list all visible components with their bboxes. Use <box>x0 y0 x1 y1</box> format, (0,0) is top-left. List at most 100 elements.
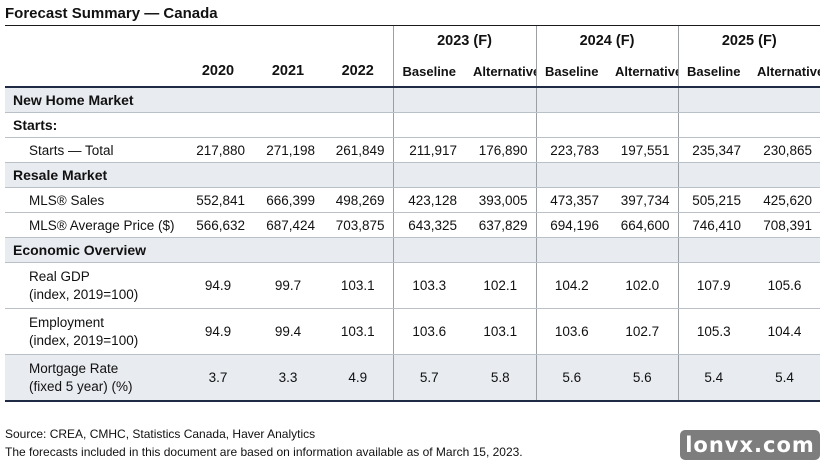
cell: 4.9 <box>323 354 393 402</box>
cell: 5.6 <box>607 354 678 402</box>
cell: 230,865 <box>749 137 820 163</box>
table-row-real-gdp: Real GDP (index, 2019=100) 94.9 99.7 103.… <box>5 262 820 309</box>
cell: 3.3 <box>253 354 323 402</box>
cell: 107.9 <box>677 262 749 309</box>
header-2025-baseline: Baseline <box>677 56 749 88</box>
cell: 271,198 <box>253 137 323 163</box>
cell: 423,128 <box>392 187 465 213</box>
cell: 666,399 <box>253 187 323 213</box>
section-label: Economic Overview <box>5 237 183 263</box>
subsection-starts: Starts: <box>5 112 820 138</box>
cell: 637,829 <box>465 212 536 238</box>
cell: 5.7 <box>392 354 465 402</box>
row-label-line2: (index, 2019=100) <box>29 286 139 302</box>
cell: 105.6 <box>749 262 820 309</box>
header-2020: 2020 <box>183 56 253 88</box>
row-label: Real GDP (index, 2019=100) <box>5 262 183 309</box>
section-new-home-market: New Home Market <box>5 87 820 113</box>
cell: 708,391 <box>749 212 820 238</box>
row-label-line1: Real GDP <box>29 268 90 284</box>
cell: 217,880 <box>183 137 253 163</box>
table-row-employment: Employment (index, 2019=100) 94.9 99.4 10… <box>5 308 820 355</box>
cell: 103.6 <box>535 308 607 355</box>
section-economic-overview: Economic Overview <box>5 237 820 263</box>
row-label: MLS® Sales <box>5 187 183 213</box>
row-label-line2: (fixed 5 year) (%) <box>29 378 133 394</box>
cell: 105.3 <box>677 308 749 355</box>
section-label: New Home Market <box>5 87 183 113</box>
header-2025-alternative: Alternative <box>749 56 820 88</box>
header-2023-baseline: Baseline <box>392 56 465 88</box>
cell: 103.1 <box>323 262 393 309</box>
table-row-mortgage-rate: Mortgage Rate (fixed 5 year) (%) 3.7 3.3 … <box>5 354 820 402</box>
section-resale-market: Resale Market <box>5 162 820 188</box>
cell: 3.7 <box>183 354 253 402</box>
cell: 197,551 <box>607 137 678 163</box>
header-2025: 2025 (F) <box>677 26 820 56</box>
cell: 211,917 <box>392 137 465 163</box>
cell: 425,620 <box>749 187 820 213</box>
cell: 235,347 <box>677 137 749 163</box>
cell: 5.4 <box>677 354 749 402</box>
header-2024-baseline: Baseline <box>535 56 607 88</box>
cell: 261,849 <box>323 137 393 163</box>
cell: 505,215 <box>677 187 749 213</box>
cell: 746,410 <box>677 212 749 238</box>
cell: 102.1 <box>465 262 536 309</box>
cell: 103.1 <box>323 308 393 355</box>
header-2023: 2023 (F) <box>392 26 536 56</box>
header-2023-alternative: Alternative <box>465 56 536 88</box>
watermark-badge: lonvx.com <box>680 430 820 460</box>
cell: 498,269 <box>323 187 393 213</box>
row-label-line1: Mortgage Rate <box>29 360 119 376</box>
header-2021: 2021 <box>253 56 323 88</box>
row-label: MLS® Average Price ($) <box>5 212 183 238</box>
cell: 104.4 <box>749 308 820 355</box>
table-row-mls-average-price: MLS® Average Price ($) 566,632 687,424 7… <box>5 212 820 238</box>
cell: 102.0 <box>607 262 678 309</box>
section-label: Starts: <box>5 112 183 138</box>
row-label: Starts — Total <box>5 137 183 163</box>
table-row-mls-sales: MLS® Sales 552,841 666,399 498,269 423,1… <box>5 187 820 213</box>
cell: 223,783 <box>535 137 607 163</box>
header-2024: 2024 (F) <box>535 26 678 56</box>
title-rule <box>5 25 820 26</box>
cell: 664,600 <box>607 212 678 238</box>
cell: 103.3 <box>392 262 465 309</box>
row-label: Employment (index, 2019=100) <box>5 308 183 355</box>
cell: 5.6 <box>535 354 607 402</box>
cell: 102.7 <box>607 308 678 355</box>
row-label-line1: Employment <box>29 314 105 330</box>
cell: 104.2 <box>535 262 607 309</box>
cell: 566,632 <box>183 212 253 238</box>
cell: 643,325 <box>392 212 465 238</box>
cell: 397,734 <box>607 187 678 213</box>
row-label-line2: (index, 2019=100) <box>29 332 139 348</box>
table-title: Forecast Summary — Canada <box>5 5 218 22</box>
source-note: Source: CREA, CMHC, Statistics Canada, H… <box>5 427 316 441</box>
cell: 99.7 <box>253 262 323 309</box>
header-forecast-years: 2023 (F) 2024 (F) 2025 (F) <box>5 26 820 56</box>
cell: 473,357 <box>535 187 607 213</box>
cell: 5.8 <box>465 354 536 402</box>
row-label: Mortgage Rate (fixed 5 year) (%) <box>5 354 183 402</box>
cell: 5.4 <box>749 354 820 402</box>
cell: 393,005 <box>465 187 536 213</box>
cell: 94.9 <box>183 262 253 309</box>
header-subcolumns: 2020 2021 2022 Baseline Alternative Base… <box>5 56 820 88</box>
cell: 99.4 <box>253 308 323 355</box>
header-2024-alternative: Alternative <box>607 56 678 88</box>
cell: 687,424 <box>253 212 323 238</box>
cell: 703,875 <box>323 212 393 238</box>
cell: 103.6 <box>392 308 465 355</box>
cell: 552,841 <box>183 187 253 213</box>
section-label: Resale Market <box>5 162 183 188</box>
table-row-starts-total: Starts — Total 217,880 271,198 261,849 2… <box>5 137 820 163</box>
header-2022: 2022 <box>323 56 393 88</box>
cell: 176,890 <box>465 137 536 163</box>
cell: 103.1 <box>465 308 536 355</box>
cell: 694,196 <box>535 212 607 238</box>
cell: 94.9 <box>183 308 253 355</box>
forecast-table: 2023 (F) 2024 (F) 2025 (F) 2020 2021 202… <box>5 26 820 402</box>
forecast-disclaimer: The forecasts included in this document … <box>5 445 523 459</box>
